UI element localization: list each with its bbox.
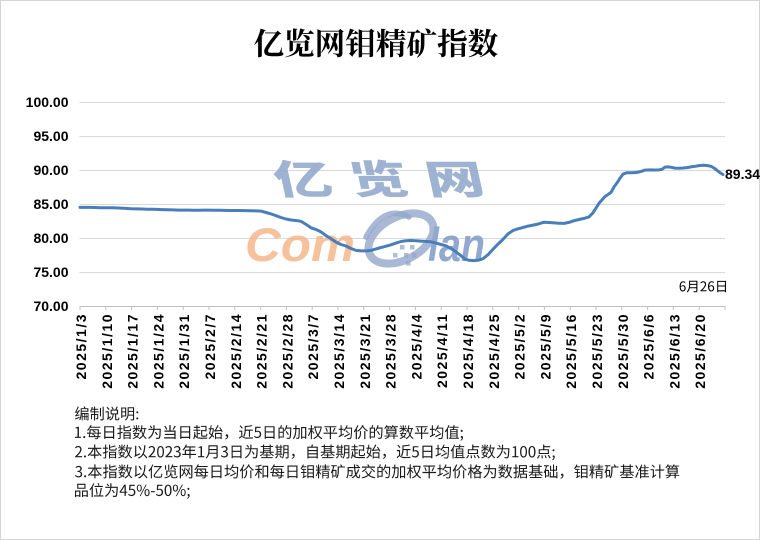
- svg-text:100.00: 100.00: [26, 94, 69, 110]
- svg-text:2025/4/25: 2025/4/25: [486, 313, 502, 389]
- svg-text:2025/2/28: 2025/2/28: [279, 313, 295, 389]
- svg-text:2025/5/9: 2025/5/9: [537, 313, 553, 380]
- svg-text:2025/3/7: 2025/3/7: [305, 313, 321, 380]
- svg-text:2025/2/21: 2025/2/21: [254, 313, 270, 389]
- svg-text:2025/5/2: 2025/5/2: [512, 313, 528, 380]
- svg-text:2025/6/13: 2025/6/13: [666, 313, 682, 389]
- svg-text:70.00: 70.00: [33, 298, 68, 314]
- svg-text:75.00: 75.00: [33, 264, 68, 280]
- svg-text:2025/3/21: 2025/3/21: [357, 313, 373, 389]
- svg-text:2025/1/10: 2025/1/10: [99, 313, 115, 389]
- svg-text:80.00: 80.00: [33, 230, 68, 246]
- svg-text:95.00: 95.00: [33, 128, 68, 144]
- svg-text:2025/1/3: 2025/1/3: [73, 313, 89, 380]
- svg-text:2025/5/30: 2025/5/30: [615, 313, 631, 389]
- svg-text:2025/6/6: 2025/6/6: [641, 313, 657, 380]
- svg-text:89.34: 89.34: [725, 166, 760, 182]
- svg-text:90.00: 90.00: [33, 162, 68, 178]
- svg-text:2025/3/28: 2025/3/28: [383, 313, 399, 389]
- svg-text:2025/4/4: 2025/4/4: [408, 313, 424, 380]
- svg-text:2025/3/14: 2025/3/14: [331, 313, 347, 389]
- svg-text:2025/5/16: 2025/5/16: [563, 313, 579, 389]
- svg-text:2025/1/24: 2025/1/24: [150, 313, 166, 389]
- svg-text:2025/1/31: 2025/1/31: [176, 313, 192, 389]
- svg-text:2025/4/18: 2025/4/18: [460, 313, 476, 389]
- svg-text:2025/6/20: 2025/6/20: [692, 313, 708, 389]
- svg-text:2025/5/23: 2025/5/23: [589, 313, 605, 389]
- svg-text:Com: Com: [245, 218, 355, 271]
- svg-text:2025/4/11: 2025/4/11: [434, 313, 450, 388]
- svg-text:2025/1/17: 2025/1/17: [125, 313, 141, 389]
- svg-text:85.00: 85.00: [33, 196, 68, 212]
- svg-text:2025/2/14: 2025/2/14: [228, 313, 244, 389]
- svg-text:2025/2/7: 2025/2/7: [202, 313, 218, 380]
